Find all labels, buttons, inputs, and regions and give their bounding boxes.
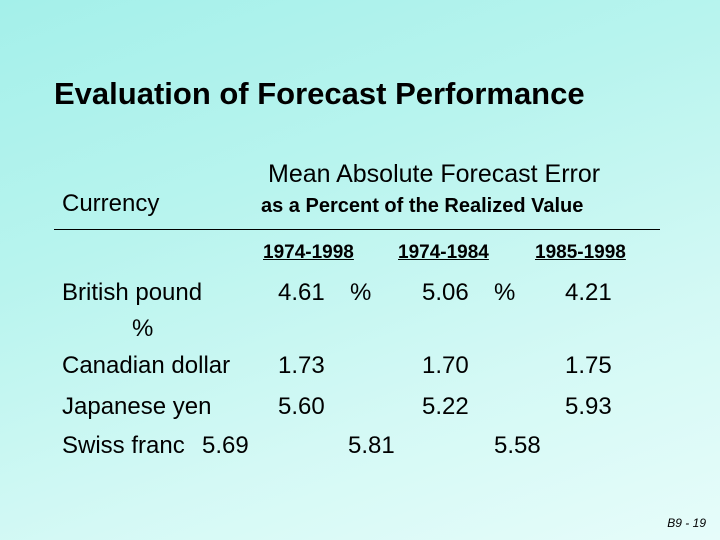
slide-title: Evaluation of Forecast Performance	[54, 76, 585, 111]
period-header-1974-1998: 1974-1998	[263, 242, 354, 263]
row-value-1974-1998: 4.61	[278, 279, 325, 306]
row-value-1974-1984: 5.81	[348, 432, 395, 459]
metric-subtitle: as a Percent of the Realized Value	[261, 195, 584, 217]
row-value-1974-1998: 5.60	[278, 393, 325, 420]
row-value-1985-1998: 5.58	[494, 432, 541, 459]
currency-column-header: Currency	[62, 190, 160, 217]
row-value-1985-1998: 4.21	[565, 279, 612, 306]
row-value-1974-1984: 5.06	[422, 279, 469, 306]
row-value-1974-1998: 1.73	[278, 352, 325, 379]
row-currency-british-pound: British pound	[62, 279, 203, 306]
row-value-1985-1998: 5.93	[565, 393, 612, 420]
row-unit-percent: %	[350, 279, 372, 306]
row-currency-canadian-dollar: Canadian dollar	[62, 352, 231, 379]
period-header-1985-1998: 1985-1998	[535, 242, 626, 263]
row-currency-swiss-franc: Swiss franc	[62, 432, 185, 459]
row-unit-percent-wrapped: %	[132, 315, 154, 342]
row-value-1985-1998: 1.75	[565, 352, 612, 379]
metric-title: Mean Absolute Forecast Error	[268, 160, 601, 188]
row-unit-percent: %	[494, 279, 516, 306]
header-divider	[54, 229, 660, 230]
row-value-1974-1984: 1.70	[422, 352, 469, 379]
row-currency-japanese-yen: Japanese yen	[62, 393, 212, 420]
period-header-1974-1984: 1974-1984	[398, 242, 489, 263]
slide-number: B9 - 19	[667, 516, 706, 530]
row-value-1974-1984: 5.22	[422, 393, 469, 420]
row-value-1974-1998: 5.69	[202, 432, 249, 459]
